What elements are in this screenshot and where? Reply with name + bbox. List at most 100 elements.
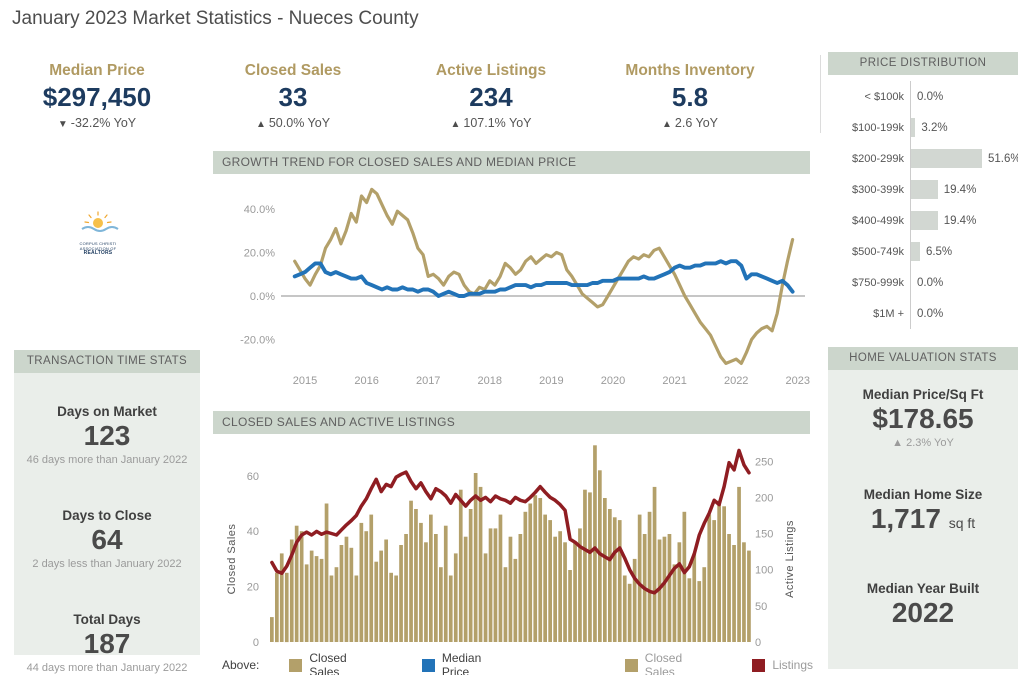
kpi-value: 5.8 (671, 82, 709, 112)
price-range-label: $100-199k (852, 121, 904, 134)
svg-text:Active Listings: Active Listings (784, 520, 796, 598)
sales-listings-chart-header: CLOSED SALES AND ACTIVE LISTINGS (213, 411, 810, 434)
svg-text:100: 100 (755, 565, 773, 577)
distribution-percent: 19.4% (943, 214, 977, 227)
kpi-median-price: Median Price $297,450 ▼ -32.2% YoY (0, 62, 202, 130)
svg-text:2018: 2018 (478, 375, 502, 387)
legend-item: Closed Sales (289, 651, 375, 675)
divider (820, 55, 821, 133)
up-triangle-icon: ▲ (661, 119, 672, 130)
stat-median-home-size: Median Home Size 1,717 sq ft (863, 487, 983, 534)
legend-item: Listings (752, 658, 813, 672)
svg-text:2021: 2021 (662, 375, 686, 387)
kpi-value: 234 (469, 82, 513, 112)
price-distribution-row: < $100k 0.0% (828, 81, 1018, 112)
price-distribution-row: $100-199k 3.2% (828, 112, 1018, 143)
distribution-percent: 19.4% (943, 183, 977, 196)
svg-text:200: 200 (755, 492, 773, 504)
panel-header: HOME VALUATION STATS (828, 347, 1018, 370)
distribution-percent: 0.0% (917, 276, 944, 289)
distribution-percent: 6.5% (925, 245, 953, 258)
kpi-delta: 107.1% YoY (463, 116, 532, 130)
svg-text:2022: 2022 (724, 375, 748, 387)
price-range-label: $1M + (873, 307, 904, 320)
svg-text:2017: 2017 (416, 375, 440, 387)
price-distribution-row: $300-399k 19.4% (828, 174, 1018, 205)
growth-trend-chart: 40.0% 20.0% 0.0% -20.0% 2015 2016 2017 2018 2019… (240, 187, 810, 387)
price-distribution-panel: PRICE DISTRIBUTION < $100k 0.0% $100-199k 3… (828, 52, 1018, 329)
svg-text:40: 40 (247, 526, 259, 538)
price-range-label: < $100k (864, 90, 904, 103)
kpi-delta: -32.2% YoY (70, 116, 137, 130)
svg-text:0: 0 (755, 637, 761, 649)
svg-text:250: 250 (755, 456, 773, 468)
svg-text:2015: 2015 (293, 375, 317, 387)
svg-text:Closed Sales: Closed Sales (226, 524, 238, 595)
distribution-bar (911, 180, 938, 199)
svg-text:150: 150 (755, 529, 773, 541)
legend-label: Closed Sales (644, 651, 683, 675)
kpi-label: Median Price (49, 62, 145, 79)
price-range-label: $400-499k (852, 214, 904, 227)
price-range-label: $300-399k (852, 183, 904, 196)
legend-swatch (421, 658, 435, 672)
distribution-percent: 0.0% (917, 90, 944, 103)
stat-total-days: Total Days 187 44 days more than January… (26, 612, 188, 674)
legend-item: Closed Sales (624, 651, 711, 675)
svg-text:20: 20 (247, 582, 259, 594)
legend-swatch (752, 658, 766, 672)
kpi-delta: 2.6 YoY (674, 116, 718, 130)
svg-text:2023: 2023 (786, 375, 810, 387)
price-distribution-row: $500-749k 6.5% (828, 236, 1018, 267)
kpi-delta: 50.0% YoY (268, 116, 331, 130)
chart-legend: Above: Closed Sales Median Price Closed Sa… (213, 651, 813, 675)
down-triangle-icon: ▼ (57, 119, 68, 130)
svg-text:0.0%: 0.0% (250, 291, 275, 303)
kpi-label: Active Listings (435, 62, 547, 79)
logo-text-line3: REALTORS (83, 250, 113, 256)
distribution-percent: 51.6% (988, 152, 1018, 165)
price-distribution-rows: < $100k 0.0% $100-199k 3.2% $200-299k 51.6% $3… (828, 75, 1018, 329)
svg-text:2020: 2020 (601, 375, 625, 387)
distribution-bar (911, 242, 920, 261)
sun-over-wave-icon (81, 211, 119, 232)
logo-text-line2: ASSOCIATION OF (79, 246, 117, 251)
legend-item: Median Price (421, 651, 507, 675)
distribution-bar (911, 211, 938, 230)
kpi-value: $297,450 (42, 82, 152, 112)
distribution-bar (911, 149, 982, 168)
svg-text:20.0%: 20.0% (244, 248, 275, 260)
distribution-percent: 0.0% (917, 307, 944, 320)
svg-text:-20.0%: -20.0% (240, 335, 275, 347)
up-triangle-icon: ▲ (450, 119, 461, 130)
price-distribution-row: $200-299k 51.6% (828, 143, 1018, 174)
growth-chart-header: GROWTH TREND FOR CLOSED SALES AND MEDIAN… (213, 151, 810, 174)
kpi-active-listings: Active Listings 234 ▲ 107.1% YoY (386, 62, 596, 130)
price-distribution-row: $400-499k 19.4% (828, 205, 1018, 236)
transaction-time-stats-panel: TRANSACTION TIME STATS Days on Market 12… (14, 350, 200, 674)
kpi-months-inventory: Months Inventory 5.8 ▲ 2.6 YoY (585, 62, 795, 130)
distribution-percent: 3.2% (921, 121, 948, 134)
home-valuation-stats-panel: HOME VALUATION STATS Median Price/Sq Ft … (828, 347, 1018, 669)
kpi-label: Months Inventory (625, 62, 755, 79)
price-distribution-row: $1M + 0.0% (828, 298, 1018, 329)
stat-days-to-close: Days to Close 64 2 days less than Januar… (32, 508, 182, 570)
price-distribution-row: $750-999k 0.0% (828, 267, 1018, 298)
svg-text:60: 60 (247, 471, 259, 483)
distribution-bar (911, 118, 916, 137)
panel-header: TRANSACTION TIME STATS (14, 350, 200, 373)
legend-prefix: Above: (222, 658, 260, 672)
svg-text:0: 0 (253, 637, 259, 649)
realtor-association-logo: CORPUS CHRISTI ASSOCIATION OF REALTORS (76, 210, 120, 256)
kpi-label: Closed Sales (244, 62, 342, 79)
legend-swatch (624, 658, 638, 672)
legend-label: Listings (772, 658, 813, 672)
kpi-closed-sales: Closed Sales 33 ▲ 50.0% YoY (188, 62, 398, 130)
price-range-label: $500-749k (852, 245, 904, 258)
page-title: January 2023 Market Statistics - Nueces … (12, 8, 419, 29)
legend-label: Median Price (441, 651, 482, 675)
stat-median-price-sqft: Median Price/Sq Ft $178.65 ▲ 2.3% YoY (862, 387, 984, 449)
svg-text:40.0%: 40.0% (244, 204, 275, 216)
panel-header: PRICE DISTRIBUTION (828, 52, 1018, 75)
